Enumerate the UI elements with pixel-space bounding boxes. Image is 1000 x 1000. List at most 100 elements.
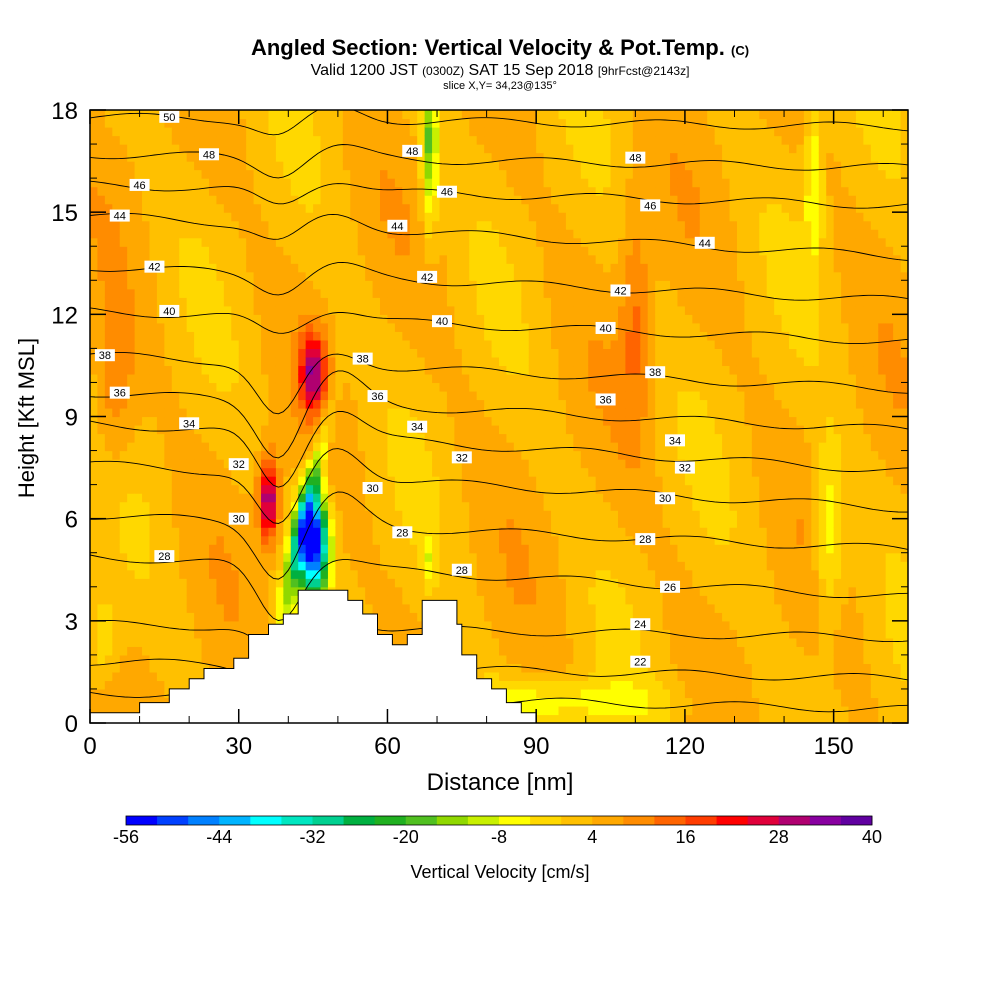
velocity-cell	[565, 118, 574, 128]
velocity-cell	[335, 161, 344, 171]
velocity-cell	[573, 484, 582, 494]
velocity-cell	[528, 322, 537, 332]
velocity-cell	[580, 263, 589, 273]
velocity-cell	[142, 425, 151, 435]
velocity-cell	[365, 144, 374, 154]
velocity-cell	[327, 544, 336, 554]
velocity-cell	[580, 195, 589, 205]
velocity-cell	[558, 195, 567, 205]
velocity-cell	[439, 288, 448, 298]
velocity-cell	[216, 127, 225, 137]
velocity-cell	[409, 297, 418, 307]
velocity-cell	[305, 135, 314, 145]
velocity-cell	[402, 297, 411, 307]
velocity-cell	[476, 629, 485, 639]
velocity-cell	[216, 186, 225, 196]
velocity-cell	[402, 569, 411, 579]
velocity-cell	[513, 527, 522, 537]
velocity-cell	[543, 331, 552, 341]
velocity-cell	[246, 237, 255, 247]
velocity-cell	[112, 527, 121, 537]
velocity-cell	[90, 459, 99, 469]
velocity-cell	[216, 595, 225, 605]
velocity-cell	[290, 561, 299, 571]
velocity-cell	[223, 620, 232, 630]
velocity-cell	[156, 254, 165, 264]
velocity-cell	[551, 399, 560, 409]
velocity-cell	[476, 535, 485, 545]
velocity-cell	[290, 544, 299, 554]
velocity-cell	[327, 322, 336, 332]
velocity-cell	[402, 373, 411, 384]
velocity-cell	[112, 476, 121, 486]
velocity-cell	[491, 356, 500, 367]
velocity-cell	[246, 348, 255, 358]
velocity-cell	[528, 152, 537, 162]
velocity-cell	[365, 578, 374, 588]
velocity-cell	[119, 629, 128, 639]
velocity-cell	[580, 705, 589, 716]
velocity-cell	[476, 169, 485, 179]
velocity-cell	[536, 118, 545, 128]
velocity-cell	[350, 246, 359, 256]
velocity-cell	[417, 263, 426, 273]
velocity-cell	[327, 450, 336, 460]
velocity-cell	[588, 493, 597, 503]
velocity-cell	[543, 518, 552, 528]
velocity-cell	[365, 544, 374, 554]
velocity-cell	[424, 280, 433, 290]
velocity-cell	[335, 305, 344, 315]
velocity-cell	[476, 144, 485, 154]
velocity-cell	[394, 561, 403, 571]
velocity-cell	[186, 322, 195, 332]
velocity-cell	[261, 586, 270, 596]
velocity-cell	[484, 254, 493, 264]
velocity-cell	[513, 203, 522, 213]
velocity-cell	[268, 322, 277, 332]
velocity-cell	[491, 263, 500, 273]
velocity-cell	[320, 561, 329, 571]
velocity-cell	[536, 161, 545, 171]
velocity-cell	[127, 425, 136, 435]
velocity-cell	[573, 561, 582, 571]
velocity-cell	[461, 314, 470, 324]
velocity-cell	[290, 152, 299, 162]
velocity-cell	[372, 280, 381, 290]
velocity-cell	[238, 331, 247, 341]
velocity-cell	[580, 654, 589, 664]
velocity-cell	[446, 501, 455, 511]
velocity-cell	[417, 288, 426, 298]
velocity-cell	[97, 135, 106, 145]
velocity-cell	[424, 510, 433, 520]
velocity-cell	[513, 459, 522, 469]
velocity-cell	[335, 365, 344, 375]
velocity-cell	[313, 442, 322, 452]
velocity-cell	[208, 314, 218, 324]
velocity-cell	[446, 288, 455, 298]
velocity-cell	[164, 220, 173, 230]
velocity-cell	[513, 552, 522, 562]
velocity-cell	[149, 161, 158, 171]
velocity-cell	[335, 450, 344, 460]
velocity-cell	[543, 212, 552, 222]
velocity-cell	[558, 246, 567, 256]
velocity-cell	[394, 305, 403, 315]
velocity-cell	[417, 629, 426, 639]
velocity-cell	[268, 484, 277, 494]
velocity-cell	[119, 373, 128, 384]
velocity-cell	[484, 161, 493, 171]
velocity-cell	[90, 152, 99, 162]
velocity-cell	[565, 620, 574, 630]
velocity-cell	[558, 237, 567, 247]
velocity-cell	[499, 671, 508, 682]
velocity-cell	[506, 152, 515, 162]
velocity-cell	[142, 169, 151, 179]
velocity-cell	[164, 288, 173, 298]
velocity-cell	[595, 254, 604, 264]
velocity-cell	[164, 518, 173, 528]
velocity-cell	[119, 339, 128, 349]
velocity-cell	[491, 612, 500, 622]
velocity-cell	[409, 186, 418, 196]
velocity-cell	[580, 186, 589, 196]
velocity-cell	[380, 220, 389, 230]
